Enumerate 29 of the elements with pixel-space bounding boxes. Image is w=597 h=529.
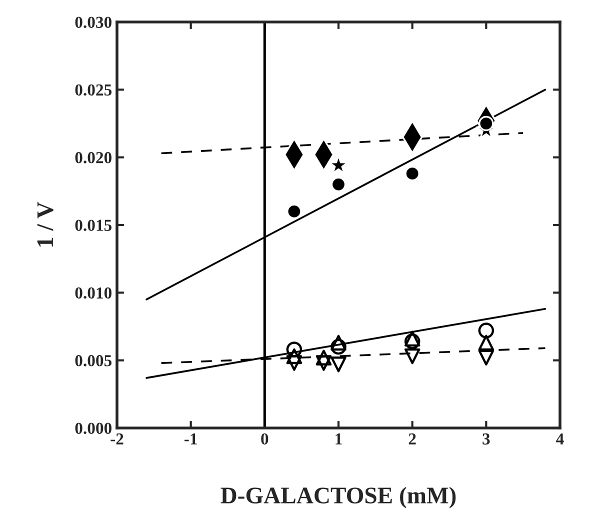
point	[404, 348, 420, 364]
y-tick-label: 0.030	[75, 16, 112, 28]
x-tick-label: -2	[110, 433, 124, 444]
y-tick-label: 0.000	[75, 422, 112, 434]
x-axis-title: D-GALACTOSE (mM)	[220, 486, 456, 508]
point	[286, 355, 302, 371]
point	[316, 355, 332, 371]
point	[404, 166, 420, 182]
point	[404, 330, 420, 347]
x-tick-label: -1	[184, 433, 197, 444]
x-tick-label: 0	[261, 433, 268, 445]
point	[478, 334, 494, 351]
point	[330, 356, 346, 372]
point	[316, 350, 332, 366]
y-axis-title: 1 / V	[37, 202, 54, 247]
point	[330, 334, 346, 351]
point	[286, 348, 302, 364]
y-tick-label: 0.025	[75, 84, 112, 96]
x-tick-label: 3	[482, 433, 490, 445]
y-tick-label: 0.015	[75, 220, 112, 232]
x-tick-label: 2	[408, 433, 416, 444]
y-tick-label: 0.020	[75, 152, 112, 164]
point	[286, 204, 302, 220]
point	[330, 176, 346, 192]
y-tick-label: 0.005	[75, 355, 112, 366]
x-tick-label: 4	[556, 433, 564, 444]
x-tick-label: 1	[336, 433, 342, 444]
point	[478, 350, 494, 366]
y-tick-label: 0.010	[75, 287, 112, 299]
